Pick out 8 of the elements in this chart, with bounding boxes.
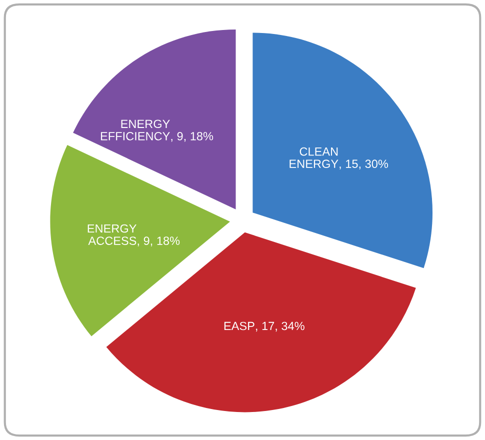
data-label: , 9, 18%	[171, 132, 214, 142]
data-label: , 9, 18%	[138, 236, 180, 246]
slice-label: CLEAN ENERGY	[290, 147, 338, 168]
data-label: , 17, 34%	[256, 322, 304, 332]
slice-label: ENERGY ACCESS	[88, 224, 136, 245]
slice-label: ENERGY EFFICIENCY	[100, 120, 170, 140]
data-label: , 15, 30%	[340, 160, 388, 170]
slice-label: EASP	[224, 322, 254, 330]
